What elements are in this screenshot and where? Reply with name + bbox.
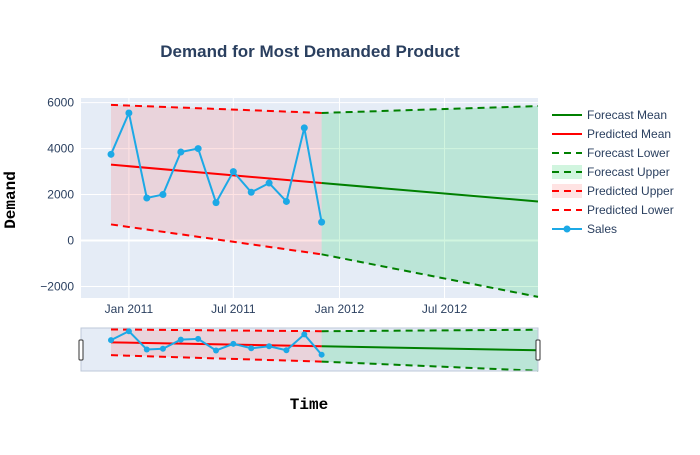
main-sales-point — [159, 191, 167, 199]
y-axis-ticks: −2000 0 2000 4000 6000 — [40, 96, 74, 294]
main-background — [81, 98, 538, 298]
x-tick-label: Jan 2011 — [105, 302, 154, 316]
slider-sales-point — [108, 337, 115, 344]
slider-sales-point — [248, 345, 255, 352]
main-sales-point — [194, 145, 202, 153]
slider-sales-point — [213, 347, 220, 354]
main-forecast-upper-band — [321, 106, 538, 297]
main-forecast-mean-line — [321, 182, 539, 203]
legend-item-forecast-upper[interactable]: Forecast Upper — [552, 165, 670, 179]
legend-item-predicted-mean[interactable]: Predicted Mean — [552, 127, 671, 141]
legend: Forecast Mean Predicted Mean Forecast Lowe… — [552, 108, 674, 236]
main-sales-point — [212, 199, 220, 207]
slider-sales-point — [301, 331, 308, 338]
chart-title: Demand for Most Demanded Product — [160, 42, 460, 61]
slider-sales-point — [230, 340, 237, 347]
legend-item-predicted-upper[interactable]: Predicted Upper — [552, 184, 674, 198]
main-sales-point — [265, 179, 273, 187]
legend-item-predicted-lower[interactable]: Predicted Lower — [552, 203, 674, 217]
range-slider-left-handle[interactable] — [78, 339, 84, 361]
range-slider[interactable] — [78, 327, 541, 372]
legend-item-sales[interactable]: Sales — [552, 222, 617, 236]
slider-sales-point — [283, 347, 290, 354]
main-forecast-upper-line — [321, 105, 539, 114]
slider-forecast-upper-band — [321, 329, 538, 371]
slider-sales-point — [266, 343, 273, 350]
y-tick-label: 4000 — [47, 142, 74, 156]
slider-predicted-upper-band — [111, 329, 322, 362]
slider-predicted-mean-line — [110, 341, 322, 348]
main-sales-point — [247, 188, 255, 196]
legend-label: Forecast Upper — [587, 165, 670, 179]
x-axis-title: Time — [290, 396, 328, 414]
legend-item-forecast-lower[interactable]: Forecast Lower — [552, 146, 670, 160]
legend-item-forecast-mean[interactable]: Forecast Mean — [552, 108, 667, 122]
x-tick-label: Jan 2012 — [315, 302, 365, 316]
x-axis-ticks: Jan 2011 Jul 2011 Jan 2012 Jul 2012 — [105, 302, 468, 316]
legend-label: Predicted Upper — [587, 184, 674, 198]
slider-forecast-mean-line — [321, 345, 539, 352]
main-sales-point — [300, 124, 308, 132]
x-tick-label: Jul 2011 — [211, 302, 256, 316]
main-sales-point — [318, 218, 326, 226]
x-tick-label: Jul 2012 — [422, 302, 468, 316]
slider-sales-point — [159, 345, 166, 352]
main-sales-point — [177, 148, 185, 156]
y-tick-label: 6000 — [47, 96, 74, 110]
slider-sales-point — [177, 336, 184, 343]
main-sales-point — [143, 194, 151, 202]
slider-forecast-upper-line — [321, 328, 539, 333]
legend-label: Sales — [587, 222, 617, 236]
legend-label: Predicted Lower — [587, 203, 674, 217]
main-sales-point — [229, 168, 237, 176]
range-slider-right-handle[interactable] — [535, 339, 541, 361]
main-sales-point — [282, 197, 290, 205]
main-sales-point — [107, 150, 115, 158]
main-sales-point — [125, 109, 133, 117]
main-predicted-upper-band — [111, 104, 322, 255]
main-plot-area — [81, 98, 539, 298]
slider-sales-point — [318, 351, 325, 358]
main-predicted-mean-line — [110, 163, 322, 185]
legend-label: Forecast Lower — [587, 146, 670, 160]
slider-sales-point — [195, 335, 202, 342]
legend-label: Forecast Mean — [587, 108, 667, 122]
y-tick-label: −2000 — [40, 280, 74, 294]
y-axis-title: Demand — [2, 171, 20, 229]
main-forecast-lower-line — [321, 253, 539, 298]
slider-forecast-lower-line — [321, 360, 539, 372]
y-tick-label: 2000 — [47, 188, 74, 202]
slider-sales-point — [125, 328, 132, 335]
y-tick-label: 0 — [67, 234, 74, 248]
legend-label: Predicted Mean — [587, 127, 671, 141]
legend-swatch-marker — [563, 225, 571, 233]
slider-sales-point — [143, 346, 150, 353]
